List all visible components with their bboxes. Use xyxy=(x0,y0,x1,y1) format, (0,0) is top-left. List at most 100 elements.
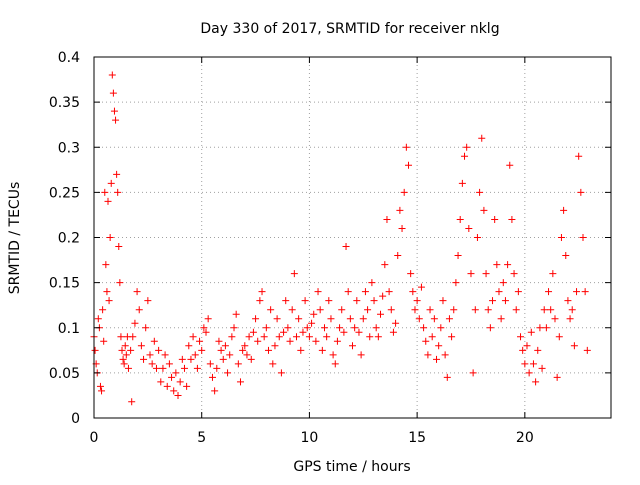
data-point xyxy=(564,297,572,305)
data-point xyxy=(204,315,212,323)
data-point xyxy=(501,297,509,305)
data-point xyxy=(159,364,167,372)
data-point xyxy=(581,288,589,296)
data-point xyxy=(299,328,307,336)
data-point xyxy=(99,306,107,314)
data-point xyxy=(148,360,156,368)
data-point xyxy=(508,215,516,223)
data-point xyxy=(124,364,132,372)
data-point xyxy=(185,342,193,350)
data-point xyxy=(174,391,182,399)
data-point xyxy=(120,360,128,368)
data-point xyxy=(140,355,148,363)
data-point xyxy=(379,292,387,300)
data-point xyxy=(217,346,225,354)
data-point xyxy=(340,328,348,336)
y-tick-label: 0.2 xyxy=(58,231,80,247)
data-point xyxy=(282,297,290,305)
data-point xyxy=(372,324,380,332)
data-point xyxy=(284,324,292,332)
data-point xyxy=(366,333,374,341)
data-point xyxy=(137,342,145,350)
data-point xyxy=(480,206,488,214)
data-point xyxy=(286,337,294,345)
data-point xyxy=(392,319,400,327)
data-point xyxy=(497,315,505,323)
data-point xyxy=(448,333,456,341)
data-point xyxy=(292,333,300,341)
data-point xyxy=(122,351,130,359)
data-point xyxy=(381,261,389,269)
data-point xyxy=(172,369,180,377)
data-point xyxy=(316,306,324,314)
data-point xyxy=(107,179,115,187)
data-point xyxy=(228,333,236,341)
data-point xyxy=(191,351,199,359)
data-point xyxy=(545,288,553,296)
data-point xyxy=(577,188,585,196)
data-point xyxy=(91,346,99,354)
data-point xyxy=(113,170,121,178)
data-point xyxy=(249,328,257,336)
data-point xyxy=(208,373,216,381)
data-point xyxy=(396,206,404,214)
data-point xyxy=(532,378,540,386)
data-point xyxy=(118,346,126,354)
data-point xyxy=(314,288,322,296)
data-point xyxy=(308,319,316,327)
data-point xyxy=(100,337,108,345)
data-point xyxy=(499,279,507,287)
data-point xyxy=(557,234,565,241)
data-point xyxy=(256,297,264,305)
data-point xyxy=(318,346,326,354)
data-point xyxy=(540,306,548,314)
data-point xyxy=(290,270,298,278)
data-point xyxy=(506,161,514,169)
data-point xyxy=(405,161,413,169)
data-point xyxy=(200,324,208,332)
data-point xyxy=(146,351,154,359)
data-point xyxy=(437,324,445,332)
data-point xyxy=(394,252,402,260)
data-point xyxy=(547,306,555,314)
data-point xyxy=(491,215,499,223)
data-point xyxy=(323,333,331,341)
data-point xyxy=(504,261,512,269)
data-point xyxy=(157,378,165,386)
data-point xyxy=(103,288,111,296)
data-point xyxy=(288,306,296,314)
data-point xyxy=(398,224,406,232)
data-point xyxy=(456,215,464,223)
data-point xyxy=(517,333,525,341)
data-point xyxy=(241,342,249,350)
data-point xyxy=(430,315,438,323)
data-point xyxy=(252,315,260,323)
data-point xyxy=(583,346,591,354)
x-axis-label: GPS time / hours xyxy=(293,459,410,475)
data-point xyxy=(165,360,173,368)
data-point xyxy=(336,324,344,332)
data-point xyxy=(357,351,365,359)
data-point xyxy=(538,364,546,372)
data-point xyxy=(527,328,535,336)
data-point xyxy=(463,143,471,151)
data-point xyxy=(301,297,309,305)
data-point xyxy=(486,324,494,332)
data-point xyxy=(187,355,195,363)
data-point xyxy=(152,364,160,372)
x-tick-label: 20 xyxy=(516,430,534,446)
data-point xyxy=(566,315,574,323)
data-point xyxy=(114,188,122,196)
data-point xyxy=(364,306,372,314)
data-point xyxy=(562,252,570,260)
data-point xyxy=(514,288,522,296)
data-point xyxy=(461,152,469,160)
data-point xyxy=(454,252,462,260)
data-point xyxy=(385,288,393,296)
data-point xyxy=(110,107,118,115)
data-point xyxy=(525,369,533,377)
data-point xyxy=(331,360,339,368)
y-tick-label: 0.15 xyxy=(49,276,80,292)
data-point xyxy=(519,346,527,354)
